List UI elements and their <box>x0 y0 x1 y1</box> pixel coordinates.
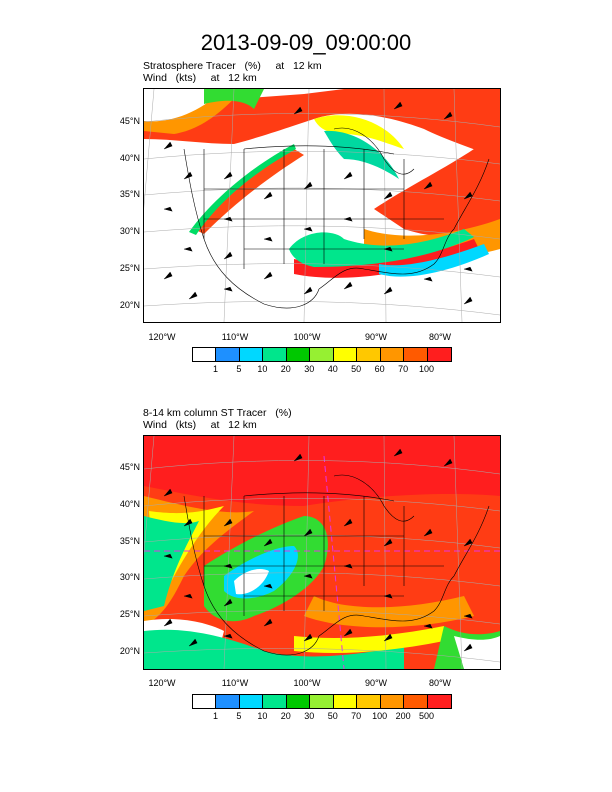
top-field-green-mid <box>324 130 399 179</box>
bottom-panel-title-line2: Wind (kts) at 12 km <box>143 419 257 431</box>
top-colorbar-swatch <box>263 348 287 361</box>
top-lat-label-40n: 40°N <box>119 153 140 163</box>
bottom-lat-label-45n: 45°N <box>119 462 140 472</box>
top-lon-label-120w: 120°W <box>148 332 176 342</box>
top-colorbar-label: 50 <box>351 364 362 374</box>
bottom-colorbar-swatch <box>239 695 264 708</box>
top-map <box>143 88 501 323</box>
top-panel-title-line2: Wind (kts) at 12 km <box>143 72 257 84</box>
top-colorbar-swatch <box>380 348 405 361</box>
top-lat-label-35n: 35°N <box>119 189 140 199</box>
bottom-lon-label-120w: 120°W <box>148 678 176 688</box>
bottom-colorbar-label: 5 <box>236 711 242 721</box>
bottom-map-canvas <box>144 436 500 669</box>
top-colorbar-label: 1 <box>212 364 218 374</box>
top-colorbar-swatch <box>333 348 358 361</box>
bottom-colorbar-swatch <box>380 695 405 708</box>
top-lat-label-45n: 45°N <box>119 116 140 126</box>
bottom-field-green-west <box>144 516 199 611</box>
bottom-graticule <box>144 436 500 669</box>
bottom-colorbar-label: 30 <box>304 711 315 721</box>
bottom-colorbar-label: 10 <box>257 711 268 721</box>
bottom-colorbar-label: 20 <box>280 711 291 721</box>
bottom-lon-label-110w: 110°W <box>221 678 249 688</box>
top-colorbar-label: 5 <box>236 364 242 374</box>
top-colorbar-label: 20 <box>280 364 291 374</box>
bottom-colorbar-label: 100 <box>372 711 388 721</box>
top-lon-label-110w: 110°W <box>221 332 249 342</box>
top-colorbar-label: 100 <box>419 364 435 374</box>
bottom-colorbar-swatch <box>404 695 428 708</box>
bottom-field-south-green <box>144 629 404 669</box>
top-colorbar-swatch <box>239 348 264 361</box>
bottom-colorbar-swatch <box>427 695 451 708</box>
top-field-cyan-patch <box>379 244 489 277</box>
bottom-colorbar-swatch <box>263 695 287 708</box>
top-map-canvas <box>144 89 500 322</box>
top-lon-label-90w: 90°W <box>364 332 388 342</box>
bottom-lon-label-80w: 80°W <box>428 678 452 688</box>
top-graticule <box>144 89 500 322</box>
top-colorbar-label: 70 <box>398 364 409 374</box>
bottom-colorbar-label: 1 <box>212 711 218 721</box>
top-colorbar-label: 60 <box>374 364 385 374</box>
top-colorbar-swatch <box>286 348 311 361</box>
top-colorbar-swatch <box>427 348 451 361</box>
top-field-gulf-green <box>289 229 474 267</box>
top-lon-label-80w: 80°W <box>428 332 452 342</box>
bottom-colorbar-label: 50 <box>327 711 338 721</box>
bottom-lon-label-100w: 100°W <box>293 678 321 688</box>
bottom-lat-label-30n: 30°N <box>119 572 140 582</box>
top-panel-title-line1: Stratosphere Tracer (%) at 12 km <box>143 60 322 72</box>
top-colorbar-swatch <box>404 348 428 361</box>
top-lat-label-25n: 25°N <box>119 263 140 273</box>
bottom-colorbar-label: 500 <box>419 711 435 721</box>
bottom-panel-title-line1: 8-14 km column ST Tracer (%) <box>143 407 292 419</box>
bottom-boundaries <box>183 474 490 656</box>
top-field-green-north <box>204 89 264 109</box>
bottom-lat-label-40n: 40°N <box>119 499 140 509</box>
top-colorbar-swatch <box>193 348 217 361</box>
top-colorbar-label: 30 <box>304 364 315 374</box>
top-colorbar-label: 10 <box>257 364 268 374</box>
bottom-colorbar <box>192 694 452 709</box>
bottom-colorbar-swatch <box>193 695 217 708</box>
bottom-colorbar-label: 70 <box>351 711 362 721</box>
bottom-field-south-yellow <box>294 626 444 653</box>
bottom-colorbar-label: 200 <box>395 711 411 721</box>
top-field-diag-band <box>194 149 304 234</box>
top-colorbar-swatch <box>357 348 381 361</box>
top-lat-label-20n: 20°N <box>119 300 140 310</box>
bottom-colorbar-swatch <box>310 695 334 708</box>
bottom-map <box>143 435 501 670</box>
top-colorbar <box>192 347 452 362</box>
top-colorbar-swatch <box>310 348 334 361</box>
bottom-field-white-patch <box>234 569 269 595</box>
top-lon-label-100w: 100°W <box>293 332 321 342</box>
bottom-field-gulf-orange <box>304 596 474 628</box>
top-lat-label-30n: 30°N <box>119 226 140 236</box>
bottom-lon-label-90w: 90°W <box>364 678 388 688</box>
top-wind-barbs <box>163 101 473 305</box>
top-colorbar-label: 40 <box>327 364 338 374</box>
bottom-colorbar-swatch <box>286 695 311 708</box>
bottom-wind-barbs <box>163 448 473 652</box>
top-colorbar-swatch <box>216 348 240 361</box>
top-field-gulf-band <box>294 239 479 278</box>
top-field-east-red <box>374 144 500 237</box>
bottom-colorbar-swatch <box>216 695 240 708</box>
bottom-lat-label-35n: 35°N <box>119 536 140 546</box>
bottom-lat-label-25n: 25°N <box>119 609 140 619</box>
bottom-colorbar-swatch <box>357 695 381 708</box>
figure-title: 2013-09-09_09:00:00 <box>200 30 412 55</box>
bottom-colorbar-swatch <box>333 695 358 708</box>
bottom-dashed-meridian <box>323 455 345 669</box>
bottom-lat-label-20n: 20°N <box>119 646 140 656</box>
